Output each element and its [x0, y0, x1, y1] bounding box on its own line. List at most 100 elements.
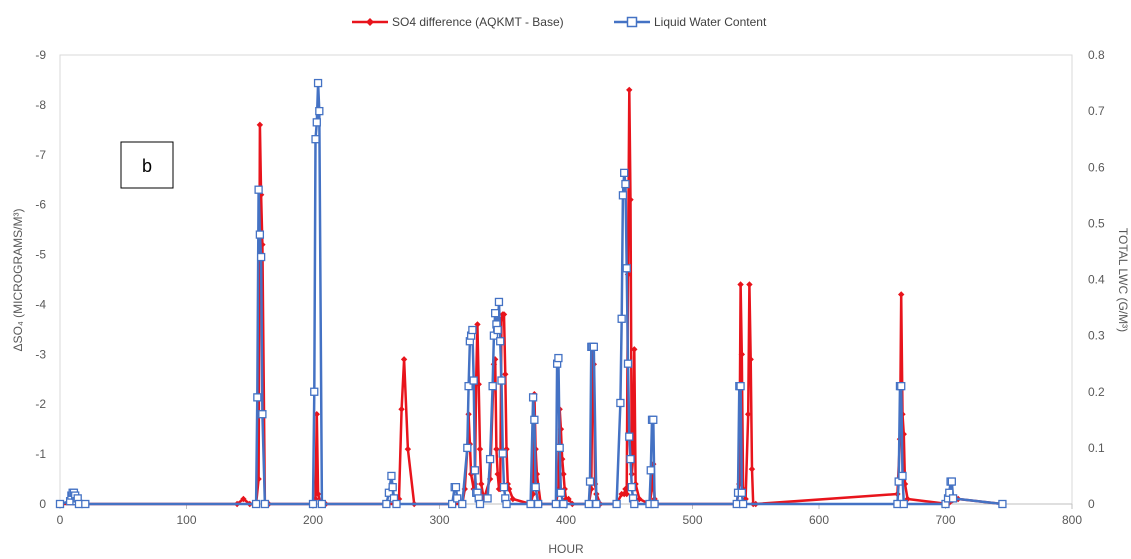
data-point-square [499, 483, 509, 492]
data-point-diamond [398, 406, 405, 413]
data-point-square [491, 309, 500, 318]
y-left-axis-title: ΔSO₄ (MICROGRAMS/M³) [11, 209, 25, 352]
panel-label-frame [120, 141, 174, 189]
data-point-diamond [738, 351, 746, 358]
data-point-square [464, 381, 473, 391]
data-point-square [618, 191, 628, 200]
legend-item-so4: SO4 difference (AQKMT - Base) [352, 15, 564, 29]
data-point-diamond [904, 495, 911, 503]
data-point-diamond [631, 346, 638, 353]
data-point-square [493, 325, 502, 335]
data-point-diamond [623, 490, 630, 498]
data-point-square [531, 483, 540, 492]
x-tick-label: 500 [682, 513, 702, 527]
y-right-tick-label: 0.5 [1088, 216, 1105, 230]
legend-marker-diamond [366, 18, 374, 26]
data-point-square [646, 466, 655, 475]
x-tick-label: 0 [57, 513, 64, 527]
y-left-tick-label: -8 [35, 98, 46, 112]
data-point-square [620, 168, 629, 178]
data-point-diamond [622, 485, 629, 493]
data-point-square [898, 471, 907, 481]
data-point-square [899, 499, 908, 509]
data-point-square [485, 454, 495, 464]
data-point-diamond [400, 356, 408, 363]
y-left-axis: 0 -1 -2 -3 -4 -5 -6 -7 -8 -9 [35, 48, 46, 511]
data-point-diamond [502, 371, 509, 378]
data-point-square [502, 499, 511, 509]
data-point-diamond [476, 445, 484, 453]
y-left-tick-label: -2 [35, 397, 46, 411]
y-right-tick-label: 0.7 [1088, 104, 1105, 118]
legend-label-so4: SO4 difference (AQKMT - Base) [392, 15, 564, 29]
data-point-square [258, 410, 267, 419]
data-point-diamond [478, 480, 485, 488]
data-point-square [81, 499, 90, 509]
data-point-square [584, 499, 593, 509]
data-point-square [622, 264, 631, 273]
data-point-square [612, 499, 621, 509]
data-point-diamond [746, 281, 753, 288]
data-point-square [463, 443, 472, 453]
y-right-axis: 0 0.1 0.2 0.3 0.4 0.5 0.6 0.7 0.8 [1088, 48, 1105, 511]
data-point-diamond [744, 411, 752, 418]
data-point-square [453, 494, 462, 503]
legend-item-lwc: Liquid Water Content [614, 15, 767, 29]
data-point-square [585, 477, 595, 486]
data-point-square [494, 297, 504, 307]
y-left-tick-label: 0 [39, 497, 46, 511]
panel-label: b [142, 156, 152, 176]
x-axis-title: HOUR [548, 542, 584, 556]
series-lwc [55, 78, 1007, 509]
panel-label-box: b [120, 141, 174, 189]
x-tick-label: 400 [556, 513, 576, 527]
data-point-diamond [533, 470, 541, 478]
data-point-square [650, 499, 659, 509]
data-point-square [617, 314, 626, 323]
y-left-tick-label: -4 [35, 297, 46, 311]
data-point-diamond [901, 480, 909, 488]
y-left-tick-label: -6 [35, 198, 46, 212]
data-point-diamond [748, 465, 756, 473]
data-point-square [458, 499, 467, 509]
data-point-square [621, 179, 630, 189]
legend-label-lwc: Liquid Water Content [654, 15, 767, 29]
y-right-tick-label: 0.1 [1088, 441, 1105, 455]
data-point-diamond [493, 445, 500, 453]
data-point-square [260, 499, 270, 509]
series-layer [55, 78, 1007, 509]
data-point-diamond [314, 490, 322, 498]
data-point-square [55, 499, 65, 509]
data-point-square [315, 106, 324, 116]
data-point-square [387, 471, 396, 481]
series-line [59, 81, 1003, 506]
data-point-square [530, 415, 539, 424]
data-point-diamond [256, 121, 264, 129]
data-point-diamond [404, 445, 412, 453]
x-tick-label: 600 [809, 513, 829, 527]
data-point-square [254, 185, 263, 194]
data-point-square [627, 483, 636, 492]
data-point-square [392, 499, 401, 509]
data-point-square [736, 381, 745, 391]
data-point-square [626, 454, 635, 464]
y-left-tick-label: -1 [35, 447, 46, 461]
data-point-square [555, 443, 564, 453]
data-point-square [897, 381, 906, 391]
data-point-diamond [737, 281, 744, 288]
data-point-square [556, 488, 566, 497]
data-point-diamond [494, 470, 501, 478]
data-point-square [447, 499, 457, 509]
data-point-diamond [565, 495, 572, 503]
data-point-diamond [626, 86, 633, 94]
data-point-square [526, 499, 535, 509]
data-point-diamond [627, 196, 634, 203]
data-point-square [649, 415, 658, 424]
data-point-square [623, 359, 633, 368]
y-left-tick-label: -5 [35, 248, 46, 262]
data-point-square [311, 135, 320, 144]
data-point-square [559, 499, 568, 509]
data-point-square [498, 449, 507, 458]
